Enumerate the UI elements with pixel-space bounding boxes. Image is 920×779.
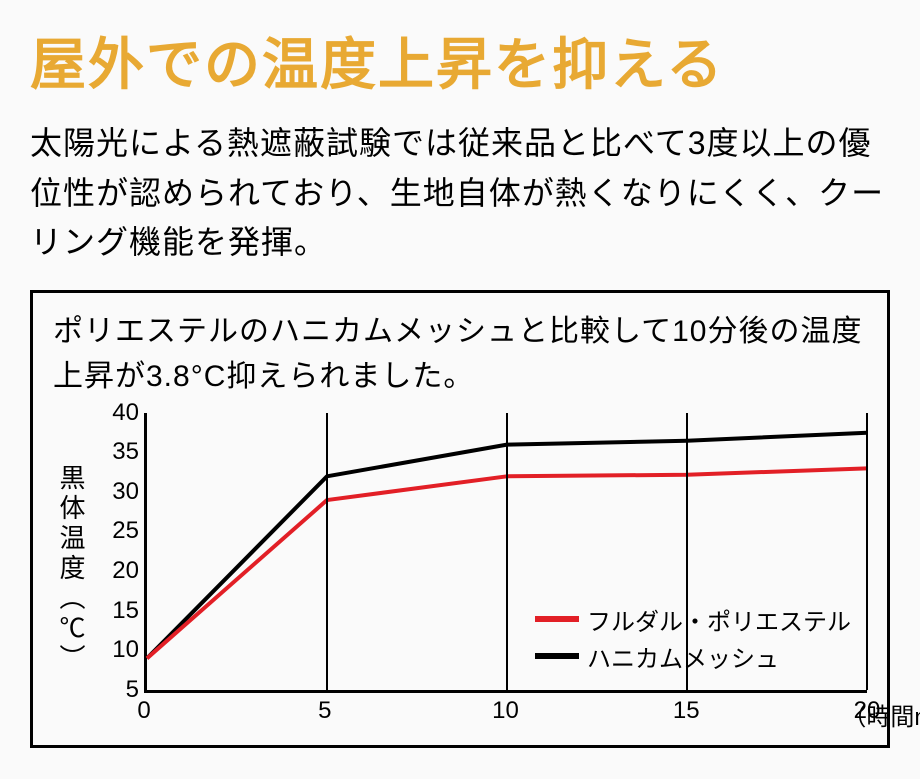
y-tick: 35 — [112, 438, 147, 466]
y-tick: 30 — [112, 478, 147, 506]
grid-line — [866, 413, 868, 690]
legend-swatch — [535, 616, 579, 622]
x-tick: 10 — [492, 697, 519, 725]
x-tick: 20 — [854, 697, 881, 725]
x-ticks: （時間min） 05101520 — [144, 693, 867, 725]
page-title: 屋外での温度上昇を抑える — [30, 20, 890, 101]
y-axis-label: 黒体温度（℃） — [53, 413, 96, 725]
x-tick: 5 — [318, 697, 331, 725]
y-tick: 20 — [112, 557, 147, 585]
chart-caption: ポリエステルのハニカムメッシュと比較して10分後の温度上昇が3.8°C抑えられま… — [53, 309, 867, 399]
x-tick: 0 — [137, 697, 150, 725]
description-text: 太陽光による熱遮蔽試験では従来品と比べて3度以上の優位性が認められており、生地自… — [30, 119, 890, 268]
legend-swatch — [535, 653, 579, 659]
x-tick: 15 — [673, 697, 700, 725]
y-tick: 25 — [112, 517, 147, 545]
plot: フルダル・ポリエステルハニカムメッシュ 510152025303540 — [144, 413, 867, 693]
plot-wrap: フルダル・ポリエステルハニカムメッシュ 510152025303540 （時間m… — [96, 413, 867, 725]
chart-area: 黒体温度（℃） フルダル・ポリエステルハニカムメッシュ 510152025303… — [53, 413, 867, 725]
y-tick: 15 — [112, 597, 147, 625]
legend-label: ハニカムメッシュ — [587, 639, 779, 674]
chart-container: ポリエステルのハニカムメッシュと比較して10分後の温度上昇が3.8°C抑えられま… — [30, 290, 890, 748]
grid-line — [506, 413, 508, 690]
legend-label: フルダル・ポリエステル — [587, 602, 851, 637]
legend: フルダル・ポリエステルハニカムメッシュ — [535, 600, 851, 674]
y-tick: 10 — [112, 636, 147, 664]
grid-line — [686, 413, 688, 690]
grid-line — [326, 413, 328, 690]
legend-item: フルダル・ポリエステル — [535, 602, 851, 637]
legend-item: ハニカムメッシュ — [535, 639, 851, 674]
y-tick: 40 — [112, 399, 147, 427]
